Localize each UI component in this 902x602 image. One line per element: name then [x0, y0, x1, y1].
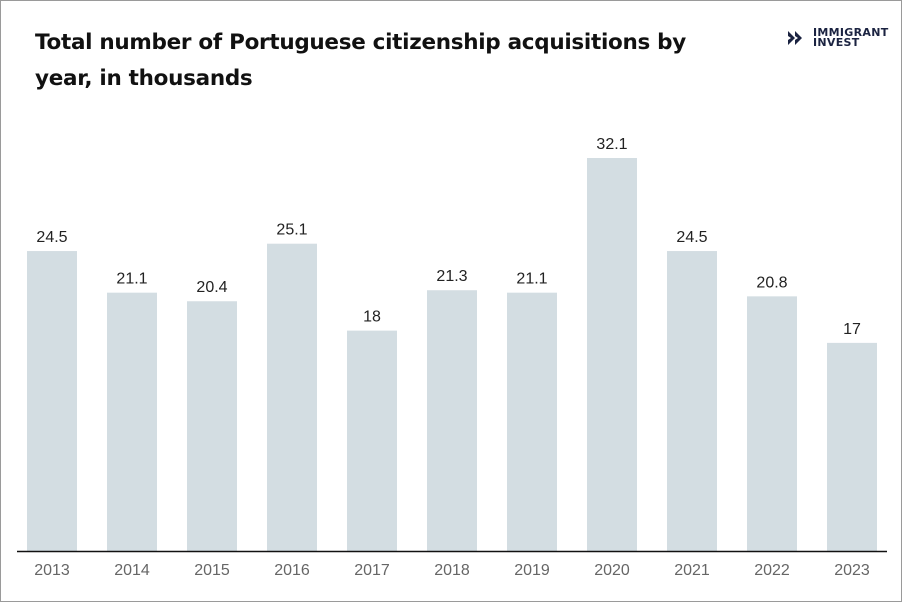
data-label-2019: 21.1 — [516, 271, 547, 288]
data-label-2016: 25.1 — [276, 222, 307, 239]
bar-2018 — [427, 290, 477, 551]
bar-2019 — [507, 292, 557, 551]
bar-2023 — [827, 342, 877, 551]
x-tick-2016: 2016 — [274, 562, 310, 579]
x-tick-2022: 2022 — [754, 562, 790, 579]
data-label-2015: 20.4 — [196, 279, 227, 296]
bar-2013 — [27, 251, 77, 551]
data-label-2013: 24.5 — [36, 229, 67, 246]
data-label-2021: 24.5 — [676, 229, 707, 246]
logo-line1: IMMIGRANT — [813, 26, 889, 39]
bar-2017 — [347, 330, 397, 551]
x-tick-2023: 2023 — [834, 562, 870, 579]
x-tick-2018: 2018 — [434, 562, 470, 579]
data-label-2014: 21.1 — [116, 271, 147, 288]
data-label-2018: 21.3 — [436, 268, 467, 285]
logo-line2: INVEST — [813, 36, 860, 49]
data-label-2017: 18 — [363, 309, 381, 326]
data-label-2022: 20.8 — [756, 274, 787, 291]
bar-2014 — [107, 292, 157, 551]
data-label-2020: 32.1 — [596, 136, 627, 153]
chart-title: Total number of Portuguese citizenship a… — [35, 30, 686, 91]
x-tick-2020: 2020 — [594, 562, 630, 579]
logo: IMMIGRANT INVEST — [786, 26, 889, 49]
bar-2020 — [587, 158, 637, 551]
bar-2016 — [267, 243, 317, 551]
x-tick-2014: 2014 — [114, 562, 150, 579]
bar-2022 — [747, 296, 797, 551]
bar-2021 — [667, 251, 717, 551]
x-tick-2019: 2019 — [514, 562, 550, 579]
bar-2015 — [187, 301, 237, 551]
x-tick-2015: 2015 — [194, 562, 230, 579]
x-tick-2013: 2013 — [34, 562, 70, 579]
x-tick-2017: 2017 — [354, 562, 390, 579]
data-label-2023: 17 — [843, 321, 861, 338]
logo-chevron-icon — [788, 31, 802, 45]
x-tick-2021: 2021 — [674, 562, 710, 579]
